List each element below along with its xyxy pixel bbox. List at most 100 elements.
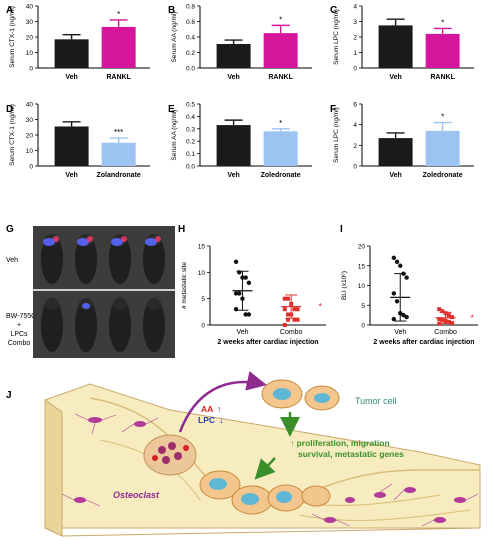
y-tick-label-c: 1 — [353, 50, 357, 57]
point-i-1 — [450, 315, 454, 320]
mouse-0-2 — [109, 234, 131, 284]
point-h-0 — [233, 291, 239, 296]
mouse-1-0 — [41, 298, 63, 352]
point-h-0 — [237, 291, 242, 296]
y-tick-label-b: 0.6 — [186, 19, 195, 26]
bar-f-1 — [425, 130, 460, 166]
bar-b-0 — [216, 43, 251, 68]
point-i-1 — [440, 309, 445, 314]
x-tick-label-a-1: RANKL — [106, 74, 131, 81]
significance-star-e: * — [279, 119, 282, 128]
y-tick-label-e: 0.4 — [186, 114, 195, 121]
y-tick-label-a: 40 — [26, 4, 34, 11]
y-axis-label-e: Serum AA (ng/ml) — [171, 110, 178, 161]
bli-hotspot — [53, 236, 59, 242]
panel-label-e: E — [168, 104, 175, 115]
point-h-0 — [246, 312, 252, 317]
y-tick-label-a: 30 — [26, 19, 34, 26]
mouse-head — [113, 298, 127, 310]
bar-f-0 — [378, 138, 413, 166]
osteoclast — [143, 434, 197, 476]
point-i-0 — [394, 259, 400, 264]
x-tick-label-h-0: Veh — [236, 329, 248, 336]
bli-hotspot — [87, 236, 93, 242]
aa-up-arrow: ↑ — [217, 404, 222, 414]
bar-a-0 — [54, 39, 89, 68]
y-tick-label-d: 0 — [29, 164, 33, 171]
point-i-1 — [446, 313, 451, 318]
x-tick-label-b-0: Veh — [227, 74, 239, 81]
bar-a-1 — [101, 26, 136, 68]
point-h-1 — [295, 307, 300, 312]
purple-arrow — [178, 371, 267, 433]
significance-star-b: * — [279, 15, 282, 24]
y-tick-label-d: 30 — [26, 117, 34, 124]
combo-row-label-3: LPCs — [10, 331, 28, 338]
x-tick-label-c-0: Veh — [389, 74, 401, 81]
y-tick-label-e: 0.0 — [186, 164, 195, 171]
y-tick-label-f: 0 — [353, 164, 357, 171]
mouse-1-2 — [109, 298, 131, 352]
bone-line-2 — [289, 494, 441, 506]
osteocytes — [74, 417, 466, 523]
combo-row-label-1: BW-755C — [6, 313, 36, 320]
effect-line-1: ↑ proliferation, migration — [290, 438, 390, 448]
y-tick-label-e: 0.3 — [186, 126, 195, 133]
bli-hotspot — [121, 236, 127, 242]
mouse-head — [147, 298, 161, 310]
panel-label-c: C — [330, 5, 337, 16]
mouse-body — [143, 298, 165, 352]
y-tick-label-e: 0.5 — [186, 102, 195, 109]
y-tick-label-h: 0 — [201, 323, 205, 330]
bone-side — [44, 399, 63, 537]
point-h-1 — [292, 307, 297, 312]
bli-hotspot — [155, 236, 161, 242]
y-tick-label-b: 0.4 — [186, 35, 195, 42]
mouse-images — [41, 234, 165, 352]
panel-label-a: A — [6, 5, 13, 16]
tumor-cell-graphic — [261, 379, 340, 411]
bli-signal — [43, 238, 55, 246]
significance-star-f: * — [441, 113, 444, 122]
point-h-1 — [282, 307, 287, 312]
y-axis-label-d: Serum CTX-1 (ng/ml) — [9, 104, 16, 166]
point-i-1 — [437, 307, 442, 312]
point-h-1 — [282, 296, 287, 301]
mouse-body — [41, 298, 63, 352]
significance-star-i: * — [470, 313, 474, 323]
y-tick-label-d: 20 — [26, 133, 34, 140]
x-tick-label-b-1: RANKL — [268, 74, 293, 81]
y-tick-label-f: 6 — [353, 102, 357, 109]
effect-line-2: survival, metastatic genes — [298, 449, 404, 459]
significance-star-a: * — [117, 10, 120, 19]
point-h-0 — [246, 280, 252, 286]
y-tick-label-h: 5 — [201, 296, 205, 303]
combo-row-label-2: + — [17, 322, 21, 329]
mouse-body — [109, 298, 131, 352]
panel-label-h: H — [178, 224, 185, 235]
x-tick-label-e-0: Veh — [227, 172, 239, 179]
y-tick-label-e: 0.1 — [186, 151, 195, 158]
combo-row-label-4: Combo — [8, 340, 31, 347]
x-tick-label-e-1: Zoledronate — [261, 172, 301, 179]
panel-j-schematic: J — [6, 371, 481, 537]
mouse-body — [41, 234, 63, 284]
x-tick-label-f-0: Veh — [389, 172, 401, 179]
y-tick-label-a: 0 — [29, 66, 33, 73]
point-i-0 — [401, 312, 406, 318]
y-tick-label-i: 0 — [361, 323, 365, 330]
point-i-0 — [391, 255, 397, 261]
y-tick-label-i: 10 — [358, 283, 366, 290]
panel-label-d: D — [6, 104, 13, 115]
y-tick-label-c: 0 — [353, 66, 357, 73]
y-axis-label-h: # metastatic site — [181, 262, 188, 309]
panel-label-i: I — [340, 224, 343, 235]
y-axis-label-b: Serum AA (ng/ml) — [171, 12, 178, 63]
significance-star-c: * — [441, 18, 444, 27]
point-i-0 — [391, 291, 397, 296]
point-i-0 — [398, 263, 403, 268]
point-h-1 — [292, 317, 297, 322]
mouse-body — [75, 298, 97, 352]
point-h-1 — [286, 296, 290, 301]
